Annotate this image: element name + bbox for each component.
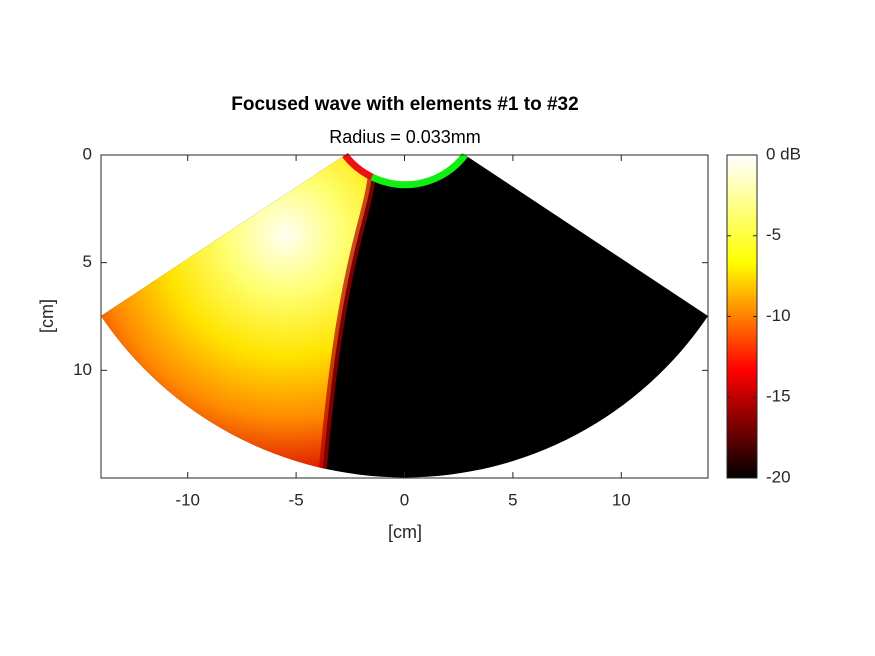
x-tick-label: -5: [289, 490, 304, 509]
x-tick-label: -10: [175, 490, 200, 509]
colorbar: [726, 154, 758, 479]
colorbar-tick-label: -20: [766, 467, 791, 486]
active-elements: [370, 152, 468, 189]
x-tick-label: 0: [400, 490, 409, 509]
chart-subtitle: Radius = 0.033mm: [329, 127, 481, 147]
y-tick-label: 0: [83, 144, 92, 163]
y-axis-label: [cm]: [37, 299, 57, 333]
y-tick-label: 5: [83, 252, 92, 271]
inactive-elements: [342, 152, 374, 181]
x-tick-label: 10: [612, 490, 631, 509]
x-tick-label: 5: [508, 490, 517, 509]
x-axis-label: [cm]: [388, 522, 422, 542]
colorbar-tick-label: -5: [766, 225, 781, 244]
colorbar-tick-label: 0 dB: [766, 144, 801, 163]
colorbar-tick-label: -10: [766, 306, 791, 325]
chart-title: Focused wave with elements #1 to #32: [231, 94, 578, 115]
colorbar-tick-label: -15: [766, 387, 791, 406]
y-tick-label: 10: [73, 360, 92, 379]
